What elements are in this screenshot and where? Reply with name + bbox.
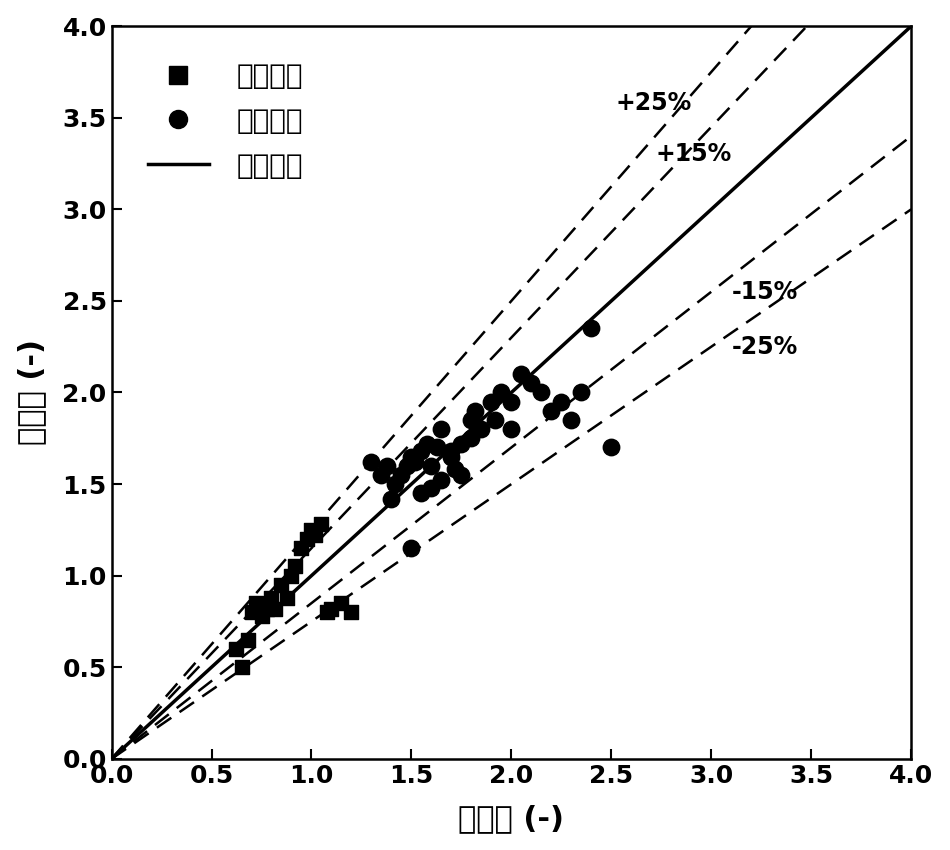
Point bbox=[284, 569, 299, 582]
Text: -15%: -15% bbox=[732, 280, 798, 303]
Point bbox=[344, 605, 359, 619]
Point bbox=[274, 578, 289, 592]
Point bbox=[504, 395, 519, 409]
Point bbox=[414, 445, 429, 458]
Point bbox=[260, 602, 276, 615]
Point bbox=[424, 459, 439, 473]
Point bbox=[248, 597, 263, 610]
Point bbox=[454, 437, 469, 451]
Point bbox=[244, 605, 259, 619]
Point bbox=[268, 602, 283, 615]
Point bbox=[394, 468, 409, 482]
Point bbox=[434, 473, 449, 487]
Text: +25%: +25% bbox=[616, 91, 692, 115]
Point bbox=[604, 440, 619, 454]
Point bbox=[333, 597, 349, 610]
Point bbox=[523, 377, 539, 390]
Point bbox=[400, 459, 415, 473]
Point bbox=[320, 605, 335, 619]
Point bbox=[429, 440, 445, 454]
Point bbox=[254, 609, 269, 623]
Point bbox=[314, 518, 329, 531]
Point bbox=[364, 456, 379, 469]
Legend: 稀相输送, 密相输送, 零误差线: 稀相输送, 密相输送, 零误差线 bbox=[125, 40, 325, 201]
Point bbox=[388, 477, 403, 490]
Point bbox=[324, 602, 339, 615]
Point bbox=[240, 633, 256, 647]
Point bbox=[554, 395, 569, 409]
Point bbox=[280, 591, 295, 604]
Point bbox=[408, 456, 423, 469]
Point bbox=[444, 450, 459, 463]
X-axis label: 真实値 (-): 真实値 (-) bbox=[459, 804, 564, 833]
Y-axis label: 计算値 (-): 计算値 (-) bbox=[17, 339, 46, 445]
Point bbox=[563, 413, 579, 427]
Point bbox=[404, 541, 419, 555]
Point bbox=[384, 492, 399, 506]
Point bbox=[380, 459, 395, 473]
Point bbox=[464, 432, 479, 445]
Point bbox=[424, 481, 439, 495]
Point bbox=[534, 386, 549, 400]
Point bbox=[464, 413, 479, 427]
Point bbox=[294, 541, 309, 555]
Point bbox=[474, 422, 489, 436]
Point bbox=[228, 642, 243, 655]
Point bbox=[487, 413, 503, 427]
Point bbox=[434, 422, 449, 436]
Point bbox=[374, 468, 390, 482]
Point bbox=[514, 367, 529, 381]
Point bbox=[467, 404, 483, 417]
Point bbox=[420, 437, 435, 451]
Point bbox=[574, 386, 589, 400]
Point bbox=[404, 450, 419, 463]
Point bbox=[304, 523, 319, 536]
Point bbox=[264, 591, 279, 604]
Text: +15%: +15% bbox=[656, 143, 732, 167]
Point bbox=[308, 529, 323, 542]
Point bbox=[504, 422, 519, 436]
Point bbox=[494, 386, 509, 400]
Point bbox=[454, 468, 469, 482]
Point bbox=[543, 404, 559, 417]
Point bbox=[484, 395, 499, 409]
Point bbox=[288, 559, 303, 573]
Point bbox=[444, 445, 459, 458]
Text: -25%: -25% bbox=[732, 335, 798, 359]
Point bbox=[447, 462, 463, 476]
Point bbox=[414, 486, 429, 500]
Point bbox=[300, 532, 315, 546]
Point bbox=[234, 660, 249, 674]
Point bbox=[583, 321, 598, 335]
